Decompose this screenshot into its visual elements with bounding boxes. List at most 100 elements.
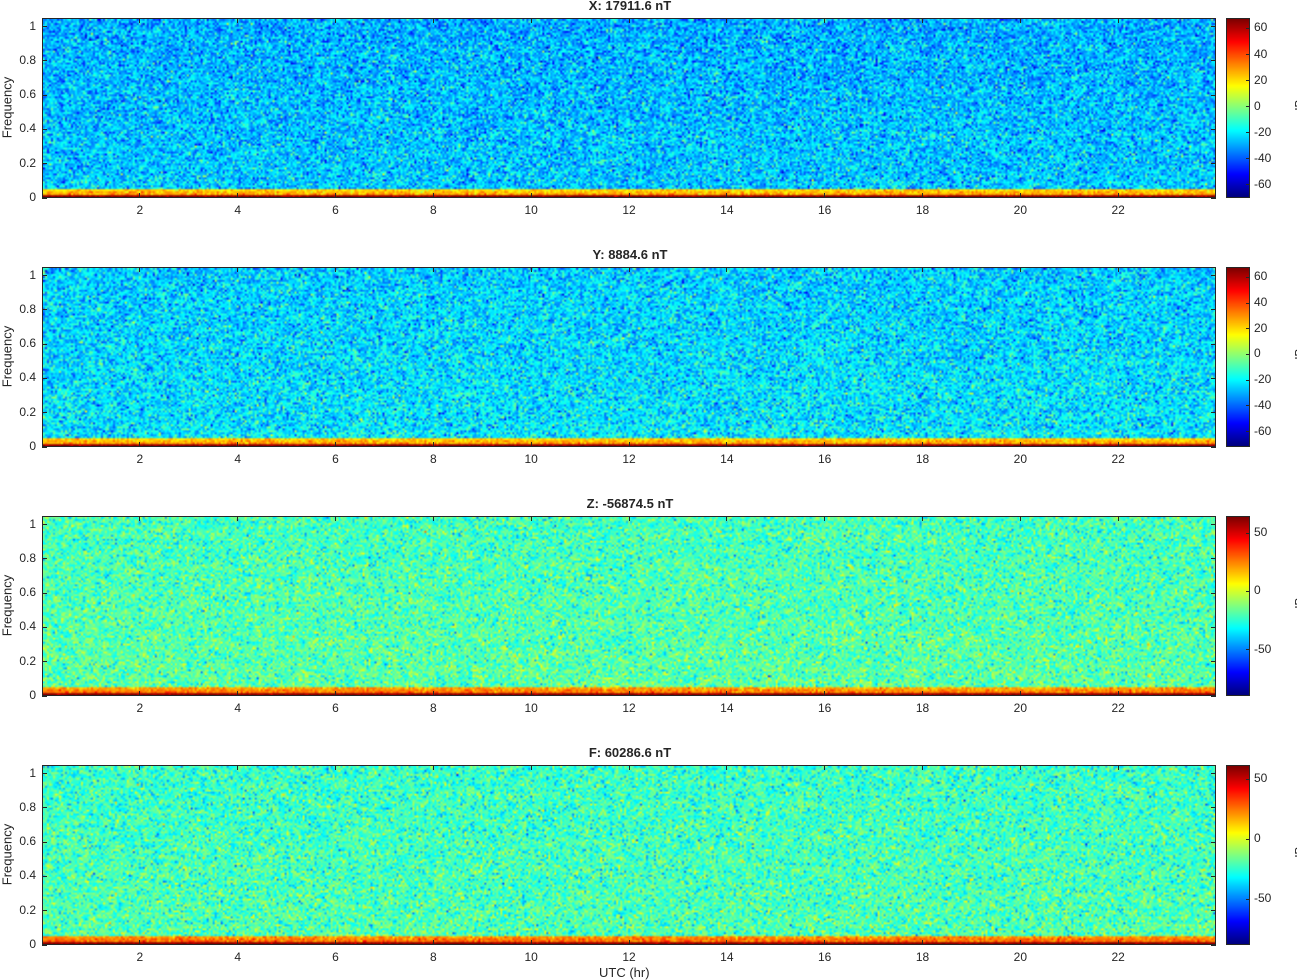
x-tick-label: 8 xyxy=(429,203,437,217)
x-tick-mark xyxy=(628,267,630,272)
x-tick-mark xyxy=(1117,18,1119,23)
y-tick-mark xyxy=(1211,197,1216,199)
colorbar-gradient xyxy=(1227,517,1249,695)
x-tick-mark xyxy=(237,267,239,272)
x-tick-mark xyxy=(432,765,434,770)
y-tick-mark xyxy=(1211,558,1216,560)
y-tick-mark xyxy=(42,275,47,277)
x-tick-mark xyxy=(335,18,336,23)
y-tick-mark xyxy=(1211,128,1216,130)
colorbar-tick-mark xyxy=(1246,353,1250,355)
y-tick-mark xyxy=(1211,695,1216,697)
colorbar xyxy=(1226,765,1250,945)
y-tick-mark xyxy=(42,875,47,877)
x-tick-label: 10 xyxy=(524,701,538,715)
x-tick-mark xyxy=(1019,267,1021,272)
colorbar-tick-label: 20 xyxy=(1254,320,1268,335)
x-tick-label: 4 xyxy=(234,950,241,964)
y-tick-mark xyxy=(1211,661,1216,663)
spectrogram-heatmap xyxy=(43,268,1215,446)
x-tick-mark xyxy=(1117,765,1119,770)
y-tick-label: 1 xyxy=(29,267,36,282)
y-tick-mark xyxy=(42,661,47,663)
colorbar-tick-mark xyxy=(1246,276,1250,278)
y-tick-label: 1 xyxy=(29,516,36,531)
x-tick-mark xyxy=(628,765,630,770)
y-tick-mark xyxy=(1211,60,1216,62)
x-tick-mark xyxy=(335,193,336,198)
y-tick-mark xyxy=(42,412,47,414)
x-tick-mark xyxy=(824,516,826,521)
x-tick-mark xyxy=(726,516,728,521)
y-tick-mark xyxy=(1211,163,1216,165)
y-tick-mark xyxy=(1211,524,1216,526)
x-tick-mark xyxy=(139,442,141,447)
x-tick-mark xyxy=(628,691,630,696)
x-tick-label: 20 xyxy=(1013,950,1027,964)
y-tick-mark xyxy=(42,26,47,28)
y-tick-label: 0.6 xyxy=(19,585,36,600)
x-tick-mark xyxy=(824,193,826,198)
y-tick-mark xyxy=(1211,626,1216,628)
y-tick-mark xyxy=(1211,773,1216,775)
x-axis-label: UTC (hr) xyxy=(599,965,650,980)
colorbar-tick-label: 0 xyxy=(1254,831,1261,846)
y-tick-label: 0.6 xyxy=(19,834,36,849)
colorbar-tick-label: -40 xyxy=(1254,150,1272,165)
x-tick-mark xyxy=(628,940,630,945)
colorbar-gradient xyxy=(1227,268,1249,446)
x-tick-mark xyxy=(432,193,434,198)
x-tick-mark xyxy=(1019,193,1021,198)
y-tick-label: 0.8 xyxy=(19,52,36,67)
y-tick-mark xyxy=(1211,343,1216,345)
x-tick-mark xyxy=(530,765,532,770)
colorbar-gradient xyxy=(1227,19,1249,197)
x-tick-mark xyxy=(628,516,630,521)
colorbar-tick-mark xyxy=(1246,898,1250,900)
colorbar-tick-mark xyxy=(1246,778,1250,780)
panel-title: Z: -56874.5 nT xyxy=(586,496,674,511)
x-tick-label: 8 xyxy=(429,950,437,964)
y-tick-mark xyxy=(42,524,47,526)
x-tick-mark xyxy=(922,267,923,272)
x-tick-label: 8 xyxy=(429,452,437,466)
colorbar-unit-label: dB xyxy=(1292,846,1297,862)
y-tick-label: 0.2 xyxy=(19,653,36,668)
y-tick-mark xyxy=(1211,275,1216,277)
x-tick-label: 12 xyxy=(622,701,636,715)
x-tick-mark xyxy=(530,18,532,23)
colorbar-tick-label: 50 xyxy=(1254,525,1268,540)
x-tick-mark xyxy=(335,765,336,770)
y-tick-mark xyxy=(42,163,47,165)
y-tick-mark xyxy=(42,377,47,379)
y-tick-mark xyxy=(42,944,47,946)
x-tick-mark xyxy=(335,442,336,447)
y-tick-label: 1 xyxy=(29,765,36,780)
x-tick-label: 18 xyxy=(915,452,930,466)
x-tick-label: 16 xyxy=(817,701,832,715)
y-tick-mark xyxy=(42,592,47,594)
x-tick-label: 6 xyxy=(332,701,339,715)
spectrogram-heatmap xyxy=(43,766,1215,944)
x-tick-label: 10 xyxy=(524,203,538,217)
x-tick-mark xyxy=(237,940,239,945)
x-tick-mark xyxy=(1019,516,1021,521)
y-axis-label: Frequency xyxy=(0,823,15,886)
x-tick-mark xyxy=(1117,940,1119,945)
colorbar-tick-label: -20 xyxy=(1254,372,1272,387)
x-tick-mark xyxy=(530,691,532,696)
x-tick-mark xyxy=(1117,516,1119,521)
x-tick-mark xyxy=(237,193,239,198)
x-tick-mark xyxy=(530,267,532,272)
y-tick-mark xyxy=(1211,910,1216,912)
spectrogram-plot-area xyxy=(42,765,1216,945)
y-tick-label: 0 xyxy=(29,937,36,951)
x-tick-mark xyxy=(139,267,141,272)
x-tick-mark xyxy=(726,18,728,23)
x-tick-mark xyxy=(1019,18,1021,23)
x-tick-mark xyxy=(1117,267,1119,272)
x-tick-label: 2 xyxy=(136,701,144,715)
x-tick-mark xyxy=(1019,940,1021,945)
y-tick-mark xyxy=(1211,94,1216,96)
y-tick-mark xyxy=(42,197,47,199)
